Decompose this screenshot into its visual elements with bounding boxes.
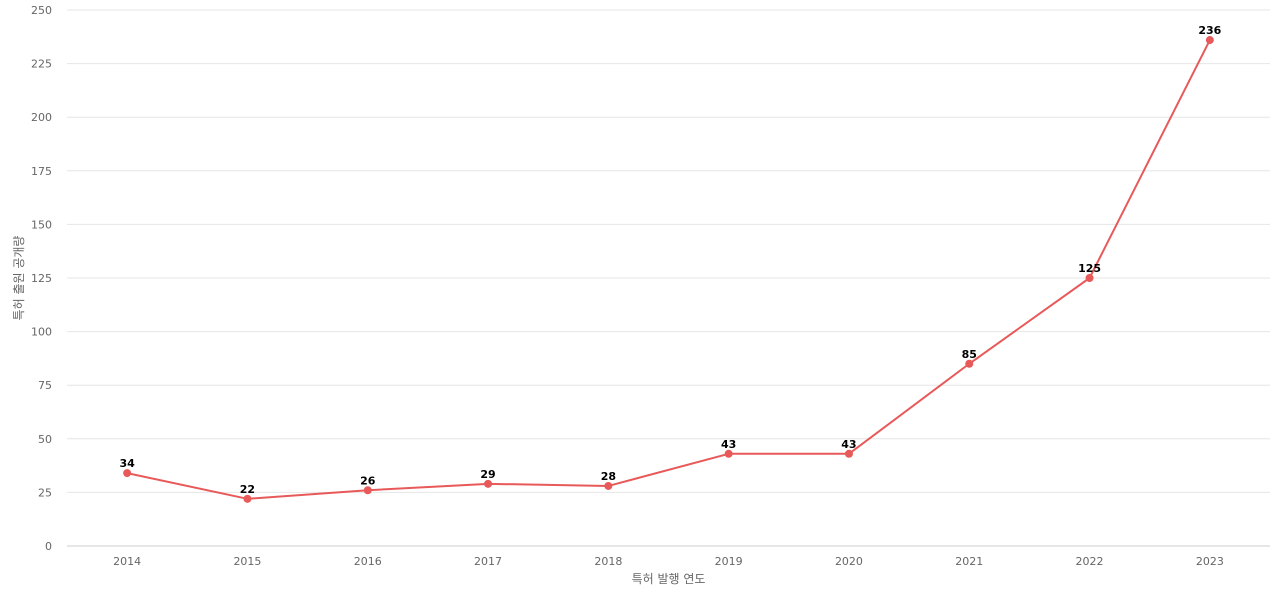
- x-axis-title: 특허 발행 연도: [632, 571, 706, 586]
- data-point-2022[interactable]: [1085, 274, 1094, 282]
- data-label-2017: 29: [480, 468, 495, 481]
- data-labels: 34 22 26 29 28 43 43 85 125 236: [119, 24, 1221, 496]
- data-point-2015[interactable]: [243, 494, 252, 503]
- data-label-2022: 125: [1078, 262, 1101, 275]
- data-label-2023: 236: [1198, 24, 1221, 37]
- data-point-2014[interactable]: [123, 469, 132, 478]
- data-point-2021[interactable]: [965, 359, 974, 368]
- data-point-2017[interactable]: [484, 479, 493, 488]
- data-label-2019: 43: [721, 438, 736, 451]
- x-tick-label: 2021: [955, 555, 983, 568]
- x-tick-label: 2023: [1196, 555, 1224, 568]
- y-tick-label: 0: [45, 540, 52, 553]
- y-tick-label: 125: [31, 272, 52, 285]
- data-label-2015: 22: [240, 483, 255, 496]
- x-tick-label: 2019: [715, 555, 743, 568]
- y-tick-label: 175: [31, 165, 52, 178]
- grid-lines: [67, 9, 1270, 493]
- y-axis-ticks: 0 25 50 75 100 125 150 175 200 225 250: [31, 4, 52, 553]
- data-label-2020: 43: [841, 438, 856, 451]
- y-axis-title: 특허 출원 공개량: [12, 236, 26, 321]
- x-axis-ticks: 2014 2015 2016 2017 2018 2019 2020 2021 2022 2023: [113, 555, 1224, 568]
- series-line: [126, 39, 1211, 500]
- data-label-2021: 85: [962, 348, 977, 361]
- data-label-2018: 28: [601, 470, 616, 483]
- x-tick-label: 2017: [474, 555, 502, 568]
- data-point-2019[interactable]: [724, 449, 733, 458]
- y-tick-label: 200: [31, 111, 52, 124]
- x-tick-label: 2014: [113, 555, 141, 568]
- data-point-2023[interactable]: [1205, 36, 1214, 45]
- y-tick-label: 225: [31, 58, 52, 71]
- x-tick-label: 2015: [233, 555, 261, 568]
- y-tick-label: 50: [38, 433, 52, 446]
- y-tick-label: 25: [38, 486, 52, 499]
- x-tick-label: 2020: [835, 555, 863, 568]
- x-tick-label: 2022: [1076, 555, 1104, 568]
- y-tick-label: 250: [31, 4, 52, 17]
- y-tick-label: 100: [31, 326, 52, 339]
- x-tick-label: 2016: [354, 555, 382, 568]
- data-point-2020[interactable]: [844, 449, 853, 458]
- data-label-2014: 34: [119, 457, 135, 470]
- data-label-2016: 26: [360, 474, 376, 487]
- data-point-2016[interactable]: [363, 486, 372, 495]
- series-group: [123, 36, 1214, 503]
- y-tick-label: 75: [38, 379, 52, 392]
- y-tick-label: 150: [31, 218, 52, 231]
- x-tick-label: 2018: [594, 555, 622, 568]
- data-point-2018[interactable]: [604, 481, 613, 490]
